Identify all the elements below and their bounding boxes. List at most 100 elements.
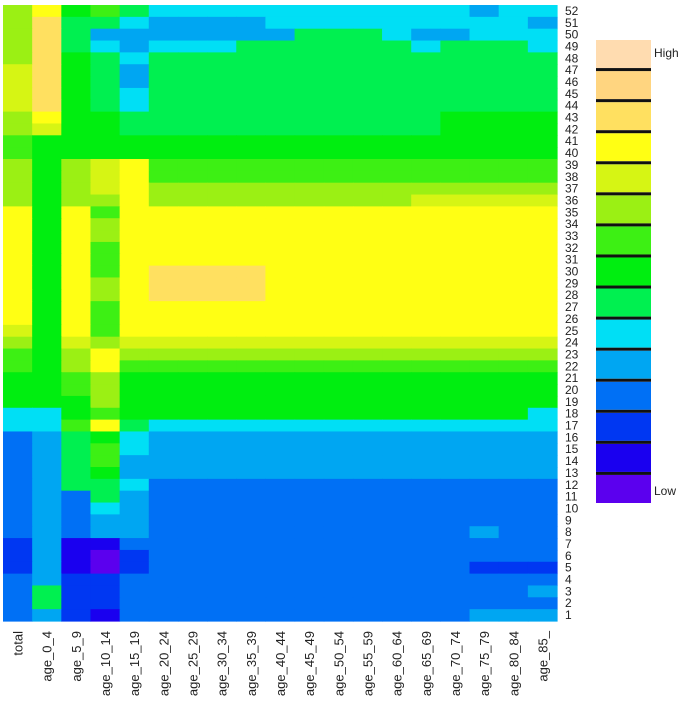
heatmap-cell bbox=[148, 514, 179, 527]
heatmap-cell bbox=[323, 206, 354, 219]
heatmap-cell bbox=[498, 301, 529, 314]
heatmap-cell bbox=[265, 372, 296, 385]
heatmap-cell bbox=[352, 360, 383, 373]
heatmap-cell bbox=[3, 16, 33, 30]
heatmap-cell bbox=[148, 241, 179, 255]
heatmap-cell bbox=[119, 241, 150, 255]
heatmap-cell bbox=[382, 407, 412, 421]
heatmap-cell bbox=[352, 64, 383, 77]
heatmap-cell bbox=[236, 123, 267, 136]
heatmap-cell bbox=[498, 384, 529, 397]
legend-separator bbox=[596, 440, 651, 444]
heatmap-cell bbox=[469, 64, 500, 77]
heatmap-cell bbox=[352, 206, 383, 219]
heatmap-cell bbox=[323, 87, 354, 101]
heatmap-cell bbox=[3, 5, 33, 18]
heatmap-cell bbox=[411, 206, 441, 219]
heatmap-cell bbox=[3, 87, 33, 101]
heatmap-cell bbox=[323, 526, 354, 539]
heatmap-cell bbox=[498, 455, 529, 468]
heatmap-cell bbox=[469, 324, 500, 338]
heatmap-cell bbox=[294, 609, 325, 622]
heatmap-cell bbox=[119, 28, 150, 42]
heatmap-cell bbox=[3, 218, 33, 231]
heatmap-cell bbox=[207, 265, 237, 279]
heatmap-cell bbox=[382, 76, 412, 89]
heatmap-cell bbox=[469, 372, 500, 385]
heatmap-cell bbox=[207, 206, 237, 219]
heatmap-cell bbox=[411, 87, 441, 101]
heatmap-cell bbox=[323, 419, 354, 433]
heatmap-cell bbox=[207, 573, 237, 587]
heatmap-cell bbox=[265, 301, 296, 314]
heatmap-cell bbox=[440, 170, 471, 184]
heatmap-cell bbox=[469, 609, 500, 622]
heatmap-cell bbox=[440, 395, 471, 409]
heatmap-cell bbox=[352, 407, 383, 421]
heatmap-cell bbox=[32, 443, 62, 456]
heatmap-cell bbox=[119, 301, 150, 314]
heatmap-cell bbox=[90, 170, 121, 184]
heatmap-cell bbox=[498, 561, 529, 575]
heatmap-cell bbox=[265, 360, 296, 373]
heatmap-cell bbox=[207, 253, 237, 267]
heatmap-cell bbox=[498, 360, 529, 373]
heatmap-cell bbox=[294, 490, 325, 504]
heatmap-cell bbox=[411, 324, 441, 338]
heatmap-cell bbox=[61, 478, 92, 492]
heatmap-cell bbox=[411, 609, 441, 622]
heatmap-cell bbox=[236, 170, 267, 184]
heatmap-cell bbox=[527, 455, 558, 468]
heatmap-cell bbox=[294, 384, 325, 397]
heatmap-cell bbox=[119, 573, 150, 587]
heatmap-cell bbox=[119, 253, 150, 267]
heatmap-cell bbox=[90, 443, 121, 456]
heatmap-cell bbox=[352, 478, 383, 492]
heatmap-cell bbox=[236, 597, 267, 610]
heatmap-cell bbox=[177, 514, 208, 527]
heatmap-cell bbox=[323, 135, 354, 148]
heatmap-cell bbox=[236, 336, 267, 350]
heatmap-cell bbox=[119, 478, 150, 492]
heatmap-cell bbox=[469, 40, 500, 53]
column-tick-label: age_85_ bbox=[535, 630, 550, 681]
heatmap-cell bbox=[61, 561, 92, 575]
heatmap-cell bbox=[527, 76, 558, 89]
heatmap-cell bbox=[177, 64, 208, 77]
heatmap-cell bbox=[148, 111, 179, 125]
heatmap-cell bbox=[382, 395, 412, 409]
heatmap-cell bbox=[32, 384, 62, 397]
heatmap-cell bbox=[440, 336, 471, 350]
heatmap-cell bbox=[498, 514, 529, 527]
heatmap-cell bbox=[61, 182, 92, 196]
heatmap-cell bbox=[498, 573, 529, 587]
heatmap-cell bbox=[32, 16, 62, 30]
heatmap-cell bbox=[527, 348, 558, 361]
heatmap-cell bbox=[440, 230, 471, 243]
heatmap-cell bbox=[177, 87, 208, 101]
heatmap-cell bbox=[411, 502, 441, 515]
row-tick-label: 35 bbox=[565, 205, 579, 219]
heatmap-cell bbox=[61, 159, 92, 172]
heatmap-cell bbox=[148, 467, 179, 480]
heatmap-cell bbox=[352, 277, 383, 290]
heatmap-cell bbox=[32, 194, 62, 207]
heatmap-cell bbox=[382, 5, 412, 18]
row-tick-label: 16 bbox=[565, 430, 579, 444]
heatmap-cell bbox=[3, 573, 33, 587]
heatmap-cell bbox=[177, 348, 208, 361]
heatmap-cell bbox=[527, 253, 558, 267]
heatmap-cell bbox=[294, 561, 325, 575]
heatmap-cell bbox=[119, 277, 150, 290]
row-tick-label: 52 bbox=[565, 4, 579, 18]
heatmap-cell bbox=[61, 538, 92, 551]
heatmap-cell bbox=[294, 372, 325, 385]
heatmap-cell bbox=[148, 99, 179, 113]
column-tick-label: age_20_24 bbox=[156, 631, 171, 696]
heatmap-cell bbox=[527, 218, 558, 231]
heatmap-cell bbox=[148, 549, 179, 563]
heatmap-cell bbox=[294, 467, 325, 480]
heatmap-cell bbox=[352, 372, 383, 385]
heatmap-cell bbox=[32, 324, 62, 338]
heatmap-cell bbox=[382, 301, 412, 314]
